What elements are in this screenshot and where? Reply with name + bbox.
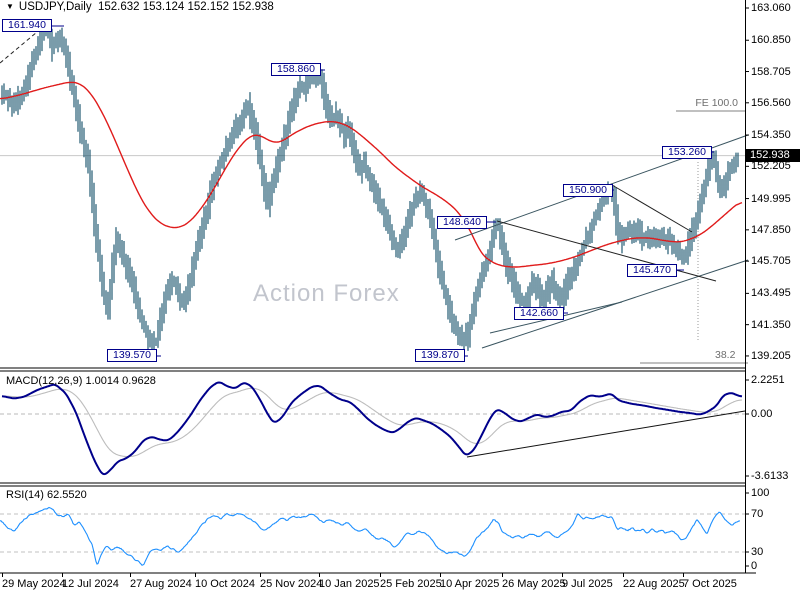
time-axis-tick: 25 Nov 2024 bbox=[260, 578, 323, 590]
macd-axis-tick: 0.00 bbox=[751, 408, 773, 420]
price-callout: 161.940 bbox=[2, 19, 52, 32]
price-axis-tick: 145.705 bbox=[751, 255, 791, 268]
time-axis-tick: 10 Jan 2025 bbox=[319, 578, 380, 590]
rsi-axis-tick: 0 bbox=[751, 560, 758, 572]
time-axis-tick: 9 Jul 2025 bbox=[562, 578, 613, 590]
time-axis-tick: 26 May 2025 bbox=[502, 578, 566, 590]
price-axis-tick: 147.850 bbox=[751, 223, 791, 236]
time-axis-tick: 25 Feb 2025 bbox=[380, 578, 442, 590]
ohlc-readout: 152.632 153.124 152.152 152.938 bbox=[97, 1, 274, 13]
macd-axis-tick: -3.6133 bbox=[751, 470, 789, 482]
price-axis-tick: 156.560 bbox=[751, 96, 791, 109]
price-axis-tick: 160.850 bbox=[751, 34, 791, 47]
price-axis-tick: 139.205 bbox=[751, 349, 791, 362]
time-axis-tick: 10 Oct 2024 bbox=[195, 578, 255, 590]
rsi-axis-tick: 70 bbox=[751, 508, 764, 520]
price-axis-tick: 143.495 bbox=[751, 287, 791, 300]
symbol-timeframe: USDJPY,Daily bbox=[18, 1, 92, 13]
chart-title: ▼ USDJPY,Daily 152.632 153.124 152.152 15… bbox=[6, 1, 274, 13]
price-callout: 150.900 bbox=[563, 184, 613, 197]
price-axis-tick: 152.205 bbox=[751, 160, 791, 173]
rsi-axis-tick: 100 bbox=[751, 487, 770, 499]
time-axis-tick: 12 Jul 2024 bbox=[62, 578, 119, 590]
price-axis-tick: 154.350 bbox=[751, 129, 791, 142]
current-price-tag: 152.938 bbox=[746, 149, 800, 162]
price-axis-tick: 158.705 bbox=[751, 65, 791, 78]
price-callout: 139.870 bbox=[415, 349, 465, 362]
rsi-axis-tick: 30 bbox=[751, 546, 764, 558]
time-axis-tick: 10 Apr 2025 bbox=[440, 578, 500, 590]
price-callout: 139.570 bbox=[107, 349, 157, 362]
price-callout: 148.640 bbox=[437, 216, 487, 229]
price-callout: 145.470 bbox=[627, 264, 677, 277]
rsi-indicator-label: RSI(14) 62.5520 bbox=[6, 489, 87, 501]
macd-axis-tick: 2.2251 bbox=[751, 374, 785, 386]
symbol-dropdown-icon[interactable]: ▼ bbox=[6, 2, 14, 11]
time-axis-tick: 27 Aug 2024 bbox=[130, 578, 192, 590]
price-axis-tick: 149.995 bbox=[751, 192, 791, 205]
price-axis-tick: 141.350 bbox=[751, 318, 791, 331]
fib-expansion-label: FE 100.0 bbox=[695, 97, 738, 109]
time-axis-tick: 29 May 2024 bbox=[2, 578, 66, 590]
price-callout: 142.660 bbox=[514, 307, 564, 320]
price-axis-tick: 163.060 bbox=[751, 2, 791, 14]
macd-indicator-label: MACD(12,26,9) 1.0014 0.9628 bbox=[6, 375, 156, 387]
watermark: Action Forex bbox=[253, 280, 400, 307]
time-axis-tick: 22 Aug 2025 bbox=[623, 578, 685, 590]
fib-retracement-label: 38.2 bbox=[715, 349, 736, 361]
price-callout: 158.860 bbox=[271, 63, 321, 76]
price-callout: 153.260 bbox=[662, 146, 712, 159]
time-axis-tick: 7 Oct 2025 bbox=[683, 578, 737, 590]
